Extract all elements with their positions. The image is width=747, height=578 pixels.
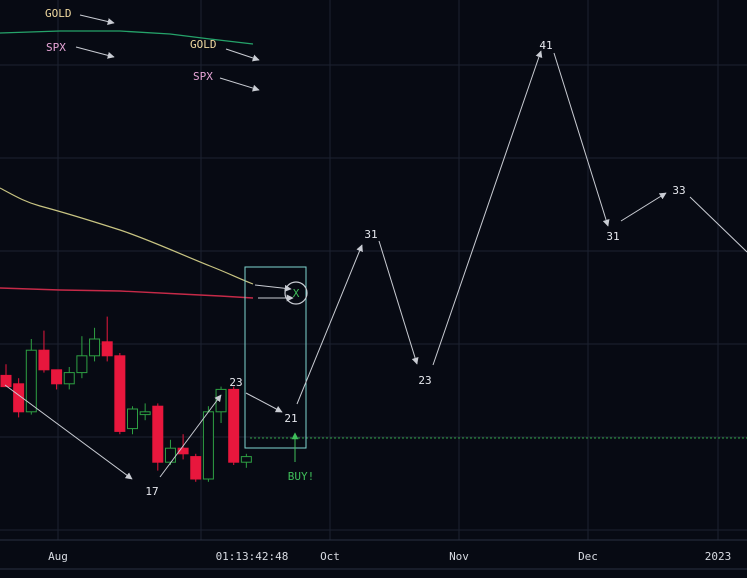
candle-down [13, 383, 25, 413]
candle-up [127, 408, 138, 430]
wave-label-33: 33 [672, 184, 685, 197]
candle-down [190, 456, 202, 480]
signal-box [244, 266, 307, 449]
wave-arrow-1 [4, 384, 133, 480]
x-tick-aug: Aug [48, 550, 68, 563]
candle-down [228, 388, 240, 463]
candle-up [139, 411, 151, 416]
candle-up [240, 456, 252, 463]
candle-down [114, 355, 126, 432]
x-tick-dec: Dec [578, 550, 598, 563]
candle-down [101, 341, 113, 357]
x-tick-2023: 2023 [705, 550, 732, 563]
wave-arrow-6 [432, 50, 543, 366]
buy-label: BUY! [288, 470, 315, 483]
cross-marker: X [293, 287, 300, 300]
wave-arrow-7 [553, 52, 610, 227]
candle-up [76, 355, 88, 374]
wave-label-17: 17 [145, 485, 158, 498]
legend-gold-arrow [79, 14, 115, 25]
inline-gold-arrow [225, 48, 260, 62]
cross-marker-ring [284, 281, 308, 305]
wave-arrow-3 [245, 392, 283, 413]
wave-arrow-2 [159, 394, 222, 478]
wave-arrow-8 [620, 192, 667, 222]
candle-down [0, 374, 12, 388]
candle-down [51, 369, 63, 385]
green-series-line [0, 30, 254, 45]
wave-arrow-9 [689, 196, 747, 253]
candle-up [215, 388, 227, 413]
crosshair-time-label: 01:13:42:48 [216, 550, 289, 563]
wave-label-41: 41 [539, 39, 552, 52]
candle-up [63, 372, 75, 385]
candle-up [202, 411, 214, 480]
inline-spx-label: SPX [193, 70, 213, 83]
gold-to-marker-arrow [254, 284, 292, 292]
spx-series-line [0, 287, 254, 299]
grid [0, 0, 747, 540]
wave-label-31a: 31 [364, 228, 377, 241]
inline-spx-arrow [219, 77, 260, 92]
legend-spx-arrow [75, 46, 115, 59]
wave-arrow-5 [378, 240, 419, 365]
arrows [4, 14, 747, 480]
candle-up [25, 349, 37, 413]
wave-label-23b: 23 [418, 374, 431, 387]
candle-up [164, 447, 176, 463]
wave-label-21: 21 [284, 412, 297, 425]
gold-series-line [0, 187, 254, 285]
legend-gold-label: GOLD [45, 7, 72, 20]
candle-down [152, 405, 164, 463]
candle-down [38, 349, 50, 371]
candle-up [89, 338, 101, 357]
x-tick-nov: Nov [449, 550, 469, 563]
wave-label-23a: 23 [229, 376, 242, 389]
legend-spx-label: SPX [46, 41, 66, 54]
candle-down [177, 447, 189, 455]
wave-arrow-4 [296, 244, 363, 405]
inline-gold-label: GOLD [190, 38, 217, 51]
candles [0, 316, 252, 482]
x-tick-oct: Oct [320, 550, 340, 563]
wave-label-31b: 31 [606, 230, 619, 243]
